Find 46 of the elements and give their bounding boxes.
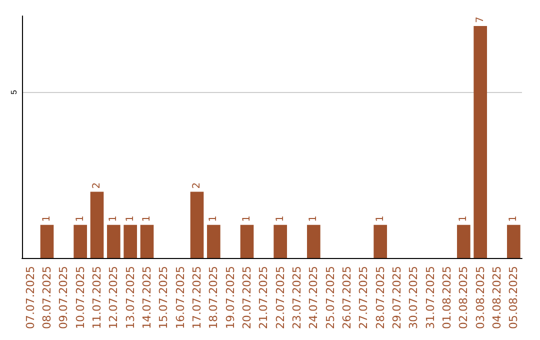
data-label: 1	[74, 215, 86, 222]
x-tick-label: 24.07.2025	[307, 266, 320, 330]
data-label: 1	[208, 215, 220, 222]
x-tick-label: 28.07.2025	[374, 266, 387, 330]
x-tick-label: 18.07.2025	[207, 266, 220, 330]
x-tick-label: 31.07.2025	[424, 266, 437, 330]
x-tick-label: 11.07.2025	[90, 266, 104, 330]
data-label: 1	[274, 215, 286, 222]
x-tick-label: 02.08.2025	[457, 266, 470, 330]
x-tick-label: 16.07.2025	[174, 266, 187, 330]
data-label: 1	[374, 215, 386, 222]
data-label: 1	[508, 215, 520, 222]
x-tick-label: 30.07.2025	[407, 266, 420, 330]
data-label: 1	[308, 215, 320, 222]
x-tick-label: 23.07.2025	[290, 266, 304, 330]
x-tick-label: 22.07.2025	[274, 266, 287, 330]
x-tick-label: 29.07.2025	[390, 266, 404, 330]
y-tick-label: 5	[10, 89, 18, 94]
data-label: 1	[42, 215, 52, 222]
x-tick-label: 08.07.2025	[40, 266, 54, 330]
x-tick-label: 01.08.2025	[440, 266, 454, 330]
data-label: 1	[124, 215, 136, 222]
x-tick-label: 20.07.2025	[240, 266, 254, 330]
x-tick-label: 03.08.2025	[474, 266, 487, 330]
x-tick-label: 04.08.2025	[490, 266, 504, 330]
x-tick-label: 26.07.2025	[340, 266, 354, 330]
data-label: 1	[108, 215, 120, 222]
x-tick-label: 12.07.2025	[107, 266, 120, 330]
data-label: 1	[458, 215, 470, 222]
x-tick-label: 09.07.2025	[57, 266, 70, 330]
x-tick-label: 19.07.2025	[224, 266, 237, 330]
x-tick-label: 07.07.2025	[24, 266, 37, 330]
data-label: 2	[92, 182, 102, 189]
data-label: 7	[474, 16, 486, 23]
x-tick-label: 21.07.2025	[257, 266, 270, 330]
x-tick-label: 05.08.2025	[507, 266, 520, 330]
data-label: 1	[242, 215, 252, 222]
x-tick-label: 13.07.2025	[124, 266, 137, 330]
x-tick-label: 15.07.2025	[157, 266, 170, 330]
x-tick-label: 25.07.2025	[324, 266, 337, 330]
x-tick-label: 10.07.2025	[74, 266, 87, 330]
data-label: 2	[192, 182, 202, 189]
data-label: 1	[142, 215, 152, 222]
x-tick-label: 27.07.2025	[357, 266, 370, 330]
x-tick-label: 14.07.2025	[140, 266, 154, 330]
x-tick-label: 17.07.2025	[190, 266, 204, 330]
